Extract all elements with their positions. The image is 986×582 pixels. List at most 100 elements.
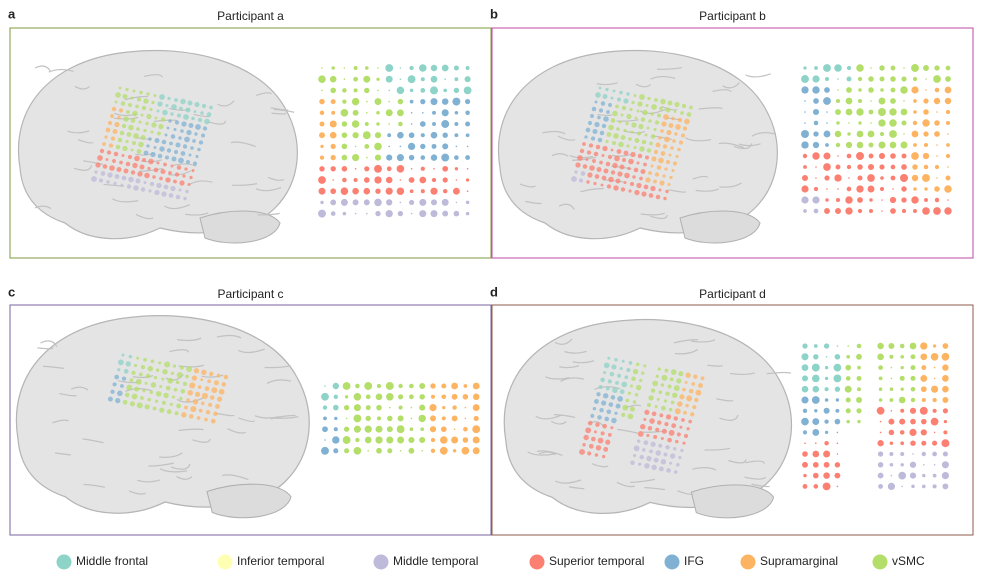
brain-electrode (621, 105, 627, 111)
brain-electrode (669, 461, 673, 465)
brain-electrode (156, 109, 160, 113)
electrode (845, 207, 853, 215)
brain-electrode (136, 127, 140, 131)
brain-electrode (689, 105, 693, 110)
electrode (355, 437, 360, 443)
electrode (363, 199, 370, 206)
brain-electrode (665, 189, 669, 194)
brain-electrode (148, 137, 152, 141)
brain-electrode (117, 137, 123, 143)
brain-electrode (667, 100, 673, 106)
electrode (441, 109, 449, 117)
brain-electrode (136, 402, 143, 409)
electrode (833, 363, 842, 372)
electrode (465, 133, 470, 138)
electrode (353, 177, 358, 183)
electrode (801, 130, 809, 138)
brain-electrode (137, 171, 143, 177)
electrode (933, 431, 936, 434)
electrode (943, 430, 948, 435)
brain-electrode (187, 100, 193, 106)
brain-electrode (588, 443, 594, 449)
brain-electrode (127, 154, 133, 160)
brain-electrode (579, 448, 585, 455)
electrode (330, 99, 336, 105)
legend-marker (217, 554, 233, 570)
brain-sulcus (519, 183, 536, 188)
electrode (824, 387, 829, 392)
brain-electrode (148, 189, 152, 193)
electrode (363, 187, 371, 195)
brain-electrode (148, 158, 154, 165)
brain-electrode (121, 154, 125, 157)
brain-electrode (181, 412, 187, 418)
electrode (353, 88, 358, 93)
electrode (321, 67, 323, 69)
electrode (803, 165, 807, 169)
electrode (376, 447, 382, 454)
electrode (801, 385, 809, 393)
electrode (889, 108, 897, 116)
brain-electrode (621, 359, 625, 363)
electrode (813, 186, 819, 192)
brain-electrode (624, 375, 629, 380)
electrode (912, 164, 918, 170)
electrode (932, 451, 937, 457)
brain-electrode (642, 109, 648, 116)
electrode (837, 155, 839, 157)
brain-electrode (681, 103, 687, 109)
electrode (803, 473, 807, 478)
brain-electrode (651, 464, 657, 471)
brain-electrode (104, 135, 108, 139)
brain-electrode (662, 144, 668, 149)
panel-title: Participant c (217, 287, 283, 301)
electrode (890, 87, 896, 93)
brain-sulcus (54, 452, 71, 456)
electrode (399, 78, 402, 80)
electrode (386, 166, 392, 172)
electrode (826, 111, 828, 113)
brain-sulcus (83, 483, 106, 488)
electrode (934, 65, 940, 71)
brain-electrode (653, 435, 658, 439)
electrode (920, 429, 927, 436)
brain-electrode (170, 371, 174, 376)
brain-electrode (139, 164, 145, 170)
brain-electrode (151, 122, 157, 128)
electrode (911, 196, 919, 204)
electrode (430, 75, 438, 83)
brain-electrode (635, 384, 642, 391)
electrode (330, 166, 336, 172)
electrode (342, 177, 347, 183)
brain-electrode (184, 167, 188, 171)
brain-electrode (637, 131, 641, 136)
electrode (877, 342, 884, 350)
brain-electrode (614, 155, 620, 162)
brain (15, 315, 310, 519)
electrode (920, 374, 928, 382)
brain-electrode (118, 86, 122, 90)
brain-electrode (632, 175, 636, 179)
electrode (333, 448, 339, 454)
brain-electrode (628, 137, 632, 141)
electrode (376, 77, 380, 81)
electrode (396, 109, 404, 117)
electrode (836, 431, 839, 434)
electrode (812, 86, 820, 94)
brain-electrode (592, 159, 596, 163)
brain-electrode (138, 120, 142, 124)
electrode (330, 154, 336, 161)
electrode (375, 188, 381, 194)
brain-sulcus (159, 452, 183, 458)
brain-electrode (124, 392, 130, 398)
brain-electrode (623, 98, 629, 104)
brain-electrode (128, 354, 133, 359)
brain-electrode (678, 140, 684, 145)
brain-electrode (223, 374, 229, 380)
electrode (910, 354, 916, 360)
electrode (376, 404, 382, 411)
electrode (801, 174, 809, 182)
panel: d Participant d (490, 284, 974, 536)
brain-electrode (128, 176, 134, 183)
brain-electrode (102, 164, 108, 169)
